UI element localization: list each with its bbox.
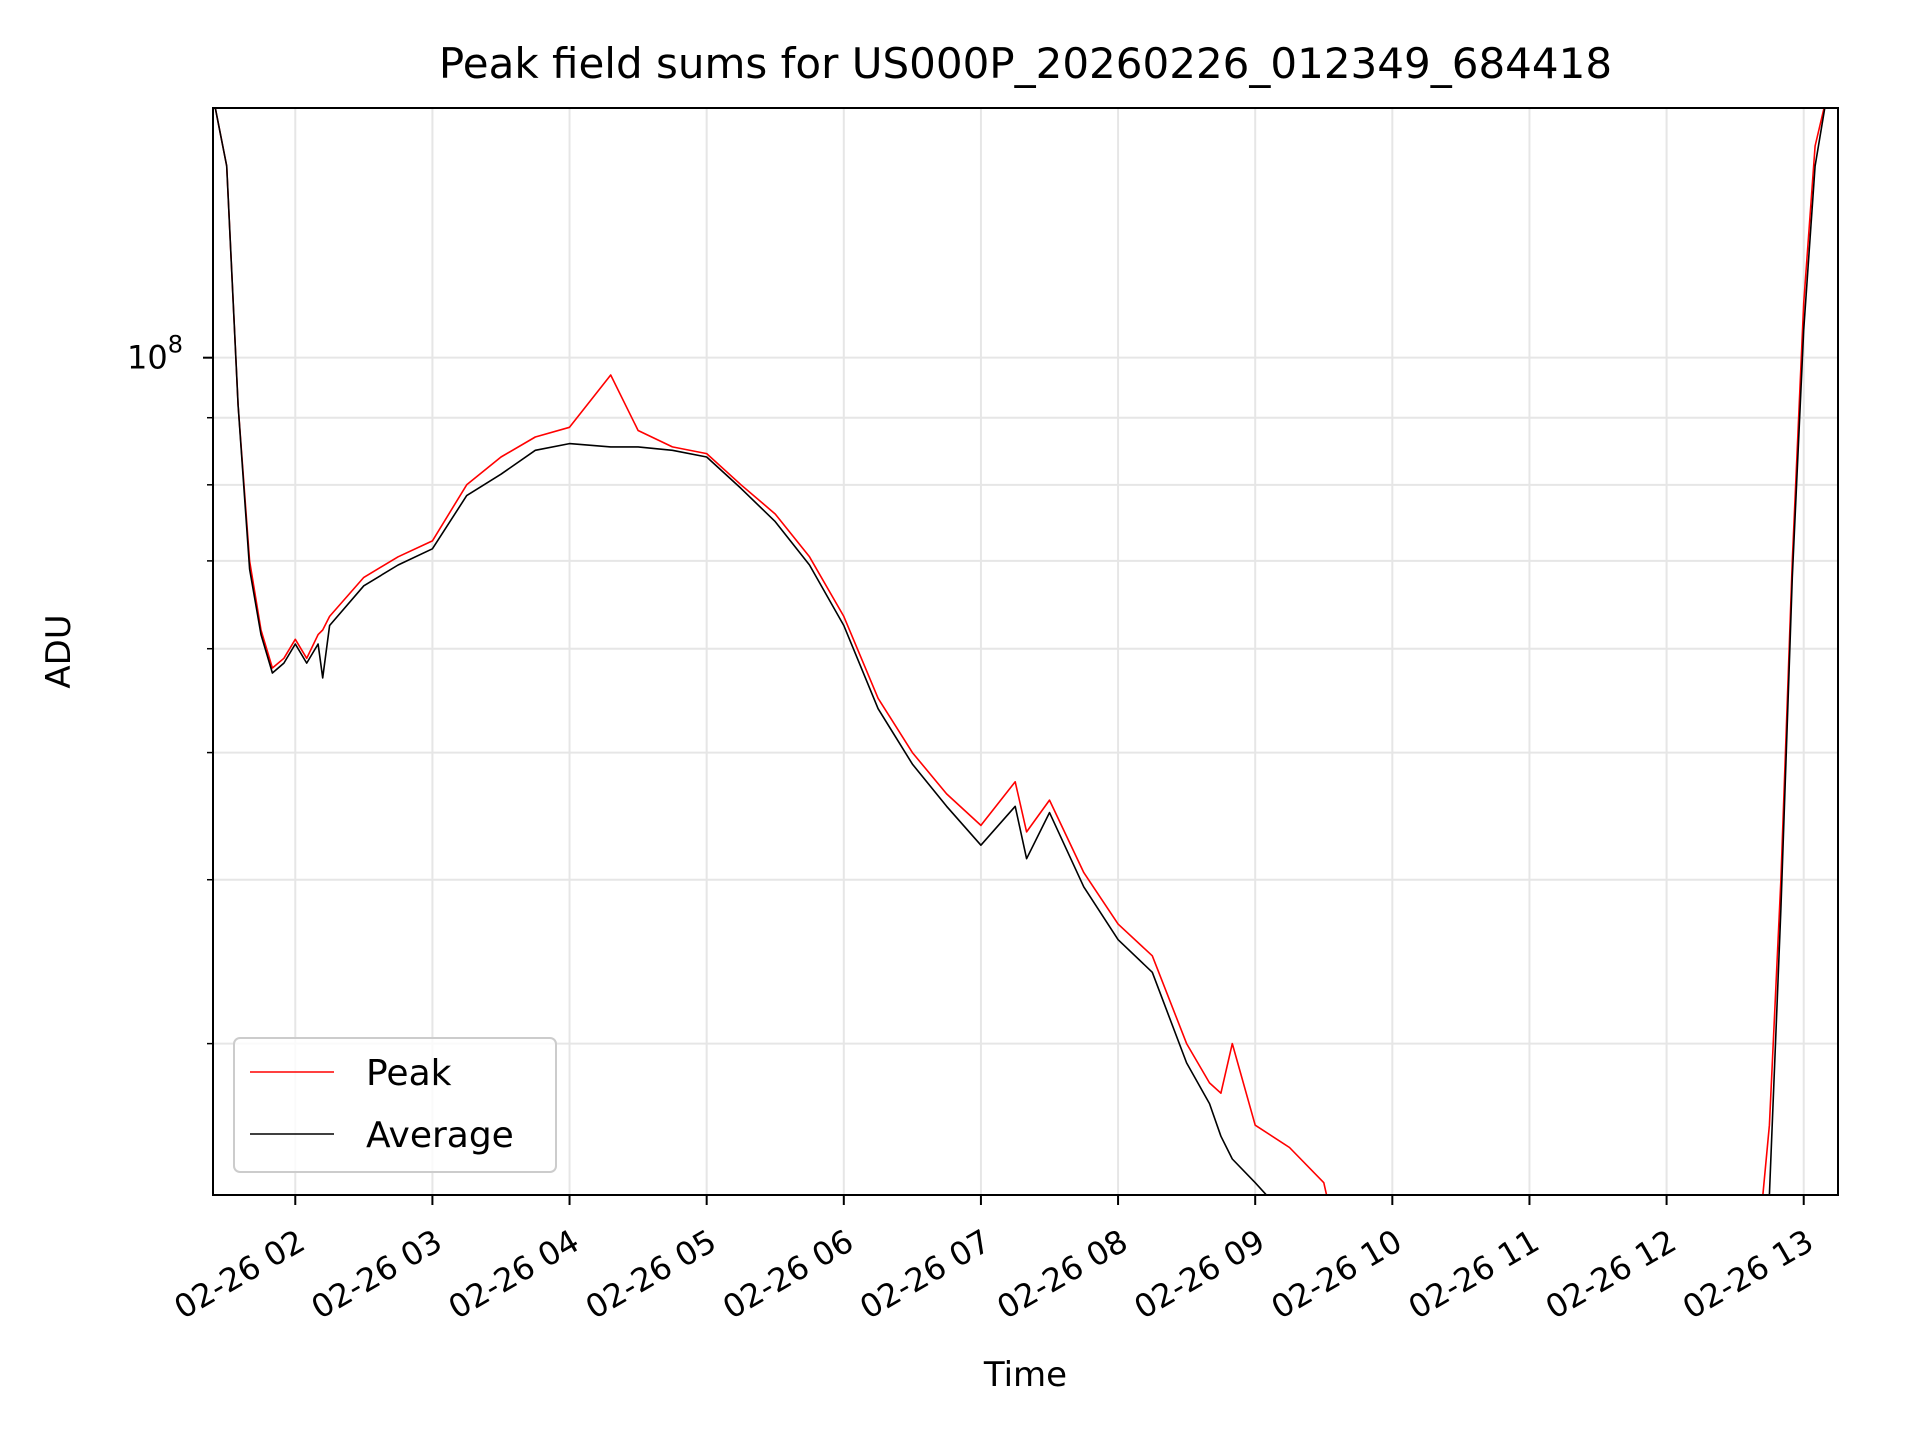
plot-frame: [212, 107, 1839, 1196]
y-tick-base: 10: [127, 339, 168, 377]
y-tick-label-1e8: 108: [127, 331, 183, 377]
y-axis-label: ADU: [39, 614, 79, 688]
y-axis: [203, 356, 213, 1045]
series-line-peak: [214, 108, 1825, 1195]
chart-title: Peak field sums for US000P_20260226_0123…: [439, 39, 1612, 88]
grid: [213, 108, 1838, 1195]
x-axis-label: Time: [983, 1355, 1067, 1395]
series-layer: [214, 108, 1826, 1195]
legend: Peak Average: [233, 1037, 557, 1173]
legend-label-peak: Peak: [366, 1053, 452, 1094]
legend-label-average: Average: [366, 1115, 514, 1156]
series-line-average: [214, 108, 1826, 1195]
y-tick-exponent: 8: [168, 331, 183, 359]
